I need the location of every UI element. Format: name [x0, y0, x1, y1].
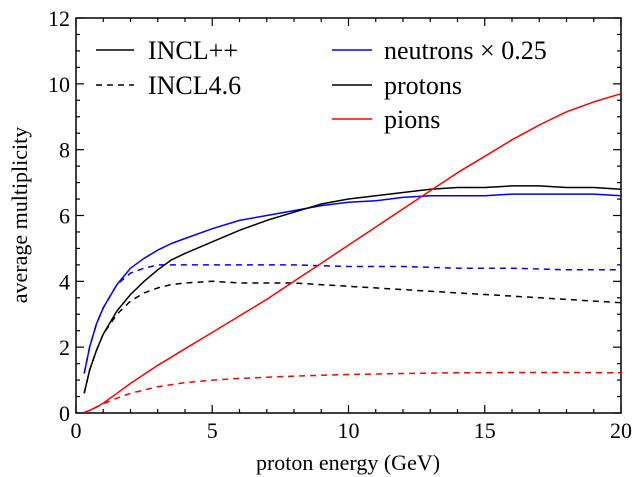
tick-labels: 0 5 10 15 20 0 2 4 6 8 10 12: [48, 6, 632, 443]
x-tick-label: 5: [207, 418, 218, 443]
legend-protons-label: protons: [384, 71, 462, 100]
x-tick-label: 0: [71, 418, 82, 443]
y-tick-label: 10: [48, 72, 70, 97]
series-protons-inclpp-line: [83, 185, 622, 394]
series-pions-inclpp-line: [83, 92, 622, 414]
x-axis-label: proton energy (GeV): [256, 450, 440, 475]
y-tick-label: 4: [59, 269, 70, 294]
legend-pions-label: pions: [384, 105, 440, 134]
series-neutrons-incl46-line: [83, 264, 621, 374]
series-protons-incl46-line: [83, 280, 622, 394]
x-tick-label: 15: [474, 418, 496, 443]
series-neutrons-inclpp-line: [83, 193, 622, 374]
y-tick-label: 0: [59, 401, 70, 426]
series-pions-incl46-line: [83, 371, 622, 414]
legend-incl-plus-label: INCL++: [148, 36, 238, 65]
y-tick-label: 2: [59, 335, 70, 360]
y-tick-label: 12: [48, 6, 70, 31]
series-layer: [83, 92, 622, 414]
y-tick-label: 8: [59, 138, 70, 163]
x-tick-label: 20: [610, 418, 632, 443]
x-tick-label: 10: [338, 418, 360, 443]
legend: INCL++ INCL4.6 neutrons × 0.25 protons p…: [96, 36, 547, 134]
legend-neutrons-label: neutrons × 0.25: [384, 36, 547, 65]
y-tick-label: 6: [59, 204, 70, 229]
y-axis-label: average multiplicity: [7, 127, 32, 304]
legend-incl46-label: INCL4.6: [148, 71, 241, 100]
tick-marks: [75, 17, 622, 414]
